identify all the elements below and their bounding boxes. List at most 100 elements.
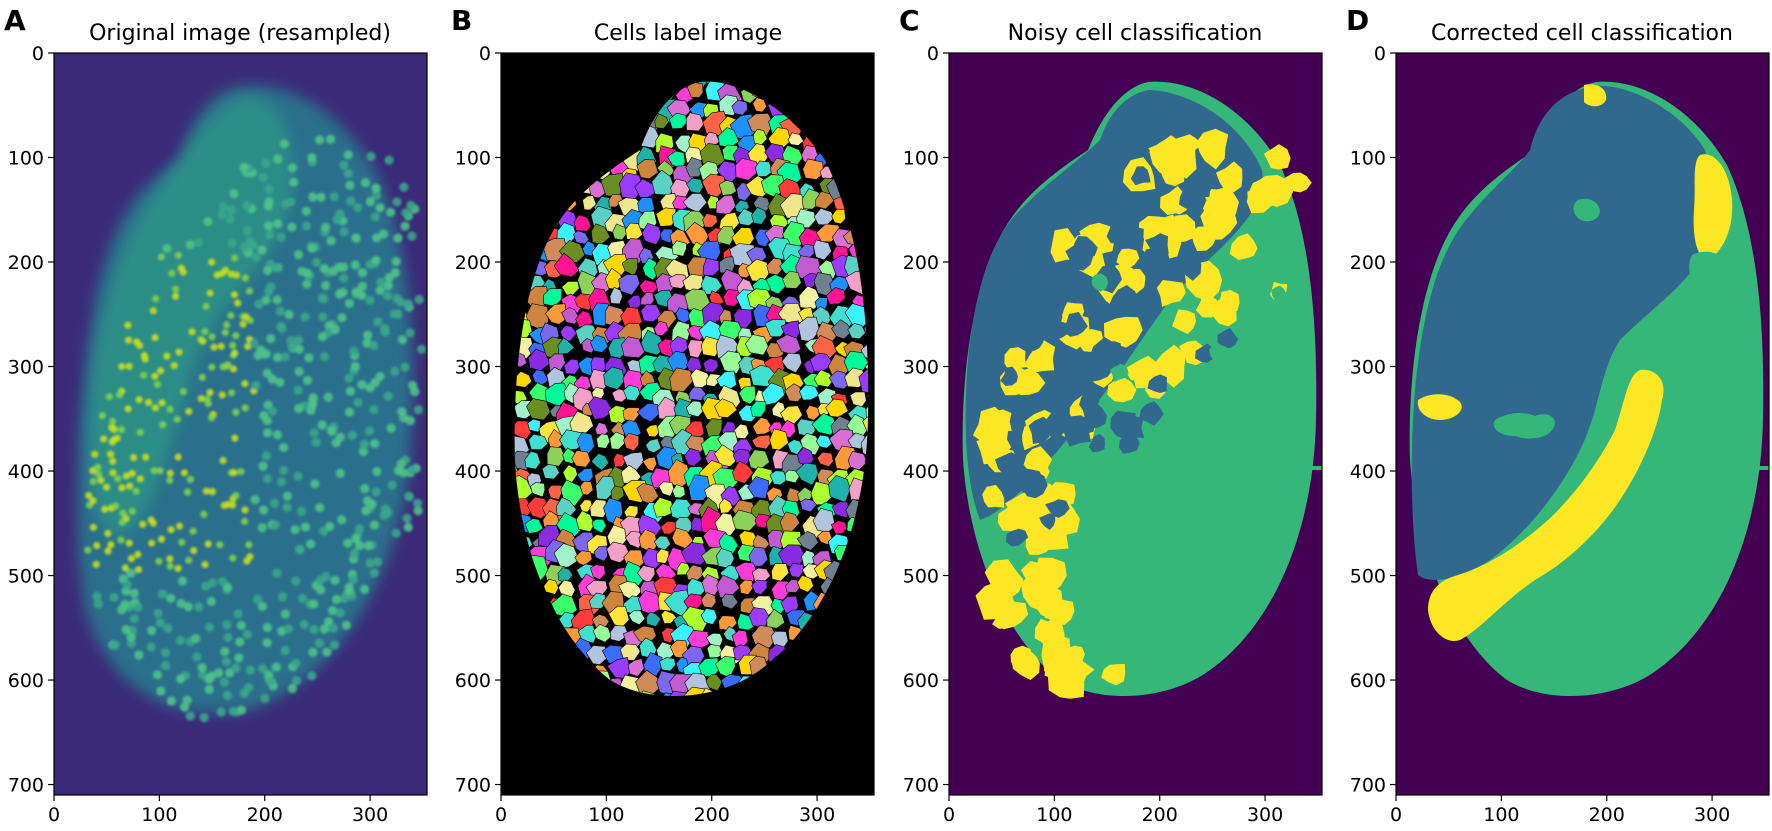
cell-label-region [524, 451, 541, 470]
cell-label-region [685, 157, 704, 178]
nucleus-dot [124, 336, 133, 344]
noisy-blue-cell [1005, 528, 1029, 547]
nucleus-dot [176, 598, 186, 609]
nucleus-dot [234, 653, 244, 663]
nucleus-dot [245, 287, 254, 295]
class-region-yellow-band [1428, 369, 1664, 641]
noisy-yellow-cell [1116, 248, 1140, 269]
nucleus-dot [166, 562, 174, 570]
nucleus-dot [242, 201, 252, 211]
nucleus-dot [365, 383, 375, 393]
nucleus-dot [293, 385, 303, 395]
nucleus-dot [93, 541, 101, 550]
nucleus-dot [147, 626, 157, 636]
cell-label-region [659, 228, 675, 244]
noisy-blue-cell [1130, 166, 1151, 186]
nucleus-dot [380, 504, 391, 514]
nucleus-dot [357, 281, 368, 291]
cell-label-region [816, 451, 834, 468]
nucleus-dot [229, 188, 239, 199]
y-tick-label: 200 [903, 252, 939, 274]
nucleus-dot [225, 214, 235, 224]
cell-label-region [636, 403, 662, 423]
nucleus-dot [414, 294, 424, 305]
nucleus-dot [222, 619, 232, 630]
nucleus-dot [221, 328, 229, 337]
nucleus-dot [345, 386, 356, 396]
x-tick-label: 0 [1390, 804, 1402, 826]
nucleus-dot [110, 436, 118, 444]
x-tick-label: 300 [1694, 804, 1730, 826]
nucleus-dot [299, 619, 309, 630]
panel-letter-a: A [4, 4, 26, 37]
nucleus-dot [334, 289, 345, 299]
nucleus-dot [271, 662, 281, 672]
noisy-blue-cell [1118, 433, 1140, 454]
nucleus-dot [284, 309, 294, 320]
nucleus-dot [323, 392, 333, 402]
nucleus-dot [369, 340, 379, 351]
panel-title-d: Corrected cell classification [1431, 21, 1733, 46]
nucleus-dot [310, 479, 320, 489]
noisy-blue-cell [1050, 321, 1070, 341]
cell-label-region [582, 195, 597, 211]
nucleus-dot [166, 476, 174, 484]
cell-label-region [786, 439, 804, 455]
nucleus-dot [260, 693, 270, 703]
nucleus-dot [280, 352, 290, 362]
nucleus-dot [220, 646, 230, 657]
nucleus-dot [235, 637, 245, 647]
image-area-b [501, 53, 874, 795]
nucleus-dot [159, 421, 167, 429]
nucleus-dot [277, 592, 288, 602]
cell-label-region [737, 208, 758, 227]
cell-label-region [577, 624, 597, 644]
nucleus-dot [265, 676, 275, 687]
x-tick-label: 100 [141, 804, 177, 826]
nucleus-dot [323, 617, 334, 627]
noisy-yellow-cell [1107, 377, 1137, 403]
cell-label-region [660, 520, 679, 535]
nucleus-dot [175, 635, 185, 645]
nucleus-dot [97, 476, 105, 484]
nucleus-dot [145, 398, 153, 406]
nucleus-dot [118, 484, 126, 492]
nucleus-dot [297, 266, 307, 277]
nucleus-dot [218, 269, 226, 278]
nucleus-dot [262, 638, 272, 648]
cell-label-region [752, 416, 774, 435]
nucleus-dot [416, 344, 427, 354]
nucleus-dot [358, 446, 369, 457]
nucleus-dot [248, 240, 258, 250]
nucleus-dot [206, 388, 214, 397]
cell-label-region [652, 497, 675, 518]
cell-label-region [579, 480, 594, 496]
nucleus-dot [204, 622, 215, 632]
cell-label-region [714, 444, 739, 467]
nucleus-dot [367, 499, 377, 509]
nucleus-dot [261, 451, 271, 461]
nucleus-dot [91, 450, 99, 458]
nucleus-dot [401, 208, 411, 218]
cell-label-region [640, 329, 666, 356]
nucleus-dot [208, 258, 216, 266]
cell-label-region [795, 208, 817, 229]
nucleus-dot [142, 453, 150, 461]
nucleus-dot [151, 404, 160, 412]
nucleus-dot [124, 405, 132, 413]
nucleus-dot [218, 391, 226, 399]
nucleus-dot [208, 363, 216, 371]
noisy-blue-cell [1121, 226, 1144, 247]
cell-label-region [744, 334, 769, 356]
nucleus-dot [146, 642, 156, 652]
class-region-yellow-top [1584, 84, 1607, 107]
noisy-yellow-cell [996, 601, 1029, 630]
noisy-blue-cell [1062, 312, 1088, 337]
nucleus-dot [158, 399, 166, 407]
x-tick-label: 200 [1142, 804, 1178, 826]
nucleus-dot [344, 298, 355, 309]
nucleus-dot [350, 361, 360, 371]
nucleus-dot [207, 578, 217, 588]
nucleus-dot [325, 134, 336, 144]
nucleus-dot [166, 469, 174, 477]
